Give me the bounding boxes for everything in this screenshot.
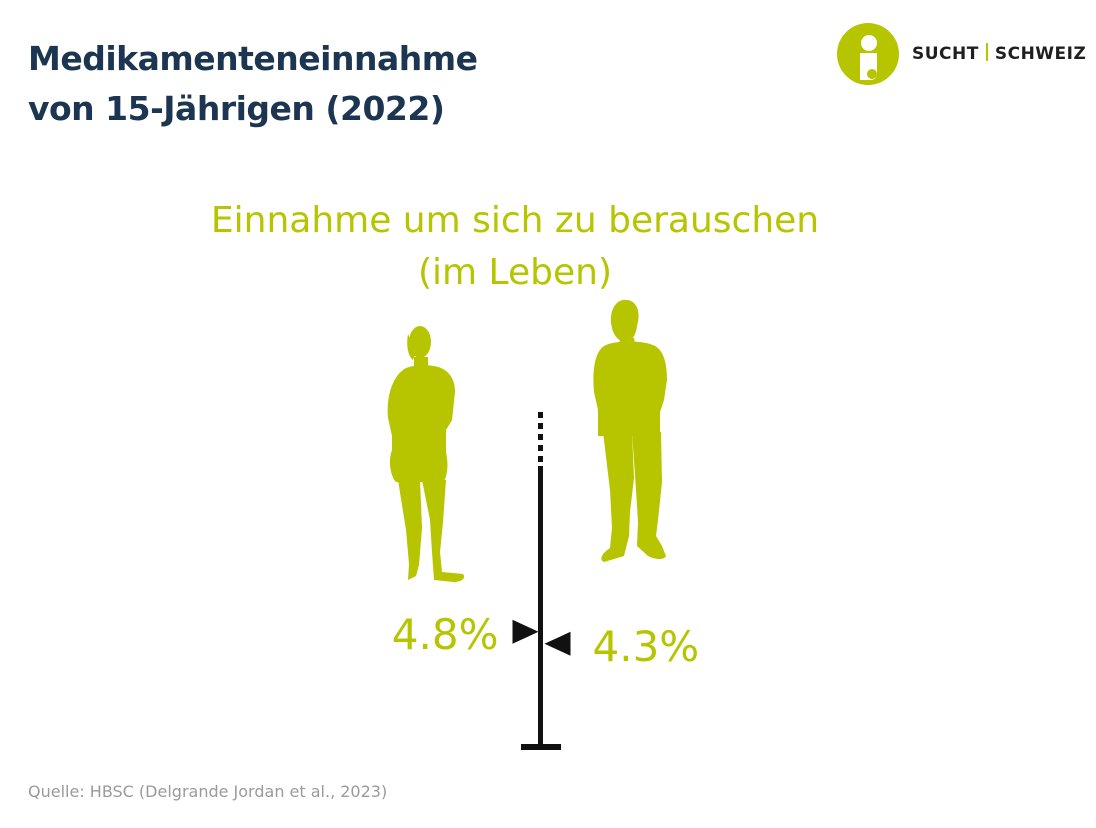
female-value-label: 4.8% — [392, 610, 499, 659]
axis-baseline — [521, 744, 561, 750]
female-silhouette-icon — [387, 326, 464, 582]
axis-line — [538, 466, 543, 747]
sucht-schweiz-logo: SUCHT SCHWEIZ — [836, 22, 1086, 86]
chart-title-line-1: Einnahme um sich zu berauschen — [210, 200, 820, 241]
chart-title-line-2: (im Leben) — [418, 252, 612, 293]
value-marks: 4.8% 4.3% — [392, 610, 699, 671]
logo-text-schweiz: SCHWEIZ — [994, 44, 1087, 64]
title-line-2: von 15-Jährigen (2022) — [28, 89, 445, 128]
male-silhouette-icon — [593, 299, 667, 562]
value-axis — [521, 412, 561, 750]
page-title: Medikamenteneinnahme von 15-Jährigen (20… — [28, 34, 478, 134]
male-value-label: 4.3% — [593, 622, 700, 671]
logo-divider — [985, 43, 988, 61]
title-line-1: Medikamenteneinnahme — [28, 39, 478, 78]
logo-text: SUCHT SCHWEIZ — [912, 43, 1086, 64]
axis-break-dot — [538, 412, 543, 418]
chart-title: Einnahme um sich zu berauschen (im Leben… — [0, 195, 1030, 299]
logo-text-sucht: SUCHT — [912, 44, 979, 64]
axis-break-dot — [538, 456, 543, 462]
female-value-marker — [512, 619, 539, 644]
source-note: Quelle: HBSC (Delgrande Jordan et al., 2… — [28, 782, 388, 801]
axis-break-dot — [538, 445, 543, 451]
axis-break-dot — [538, 434, 543, 440]
male-value-marker — [544, 631, 571, 656]
axis-break-dot — [538, 423, 543, 429]
sucht-schweiz-logo-icon — [837, 23, 899, 85]
